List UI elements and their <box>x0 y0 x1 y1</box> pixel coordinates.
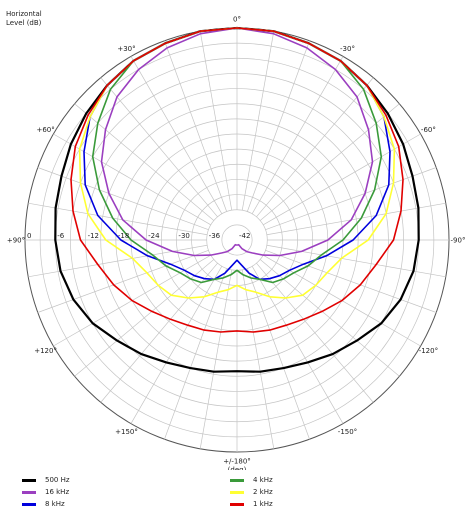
angle-label: -30° <box>340 45 355 53</box>
legend-label: 500 Hz <box>45 476 70 484</box>
grid-spoke <box>263 133 421 226</box>
radial-tick-label: -6 <box>57 232 65 240</box>
legend-item: 2 kHz <box>230 488 273 496</box>
radial-tick-label: -12 <box>88 232 99 240</box>
radial-tick-label: -24 <box>148 232 160 240</box>
grid-spoke <box>259 259 400 377</box>
grid-spoke <box>199 269 233 449</box>
grid-spoke <box>28 244 208 278</box>
grid-spoke <box>100 262 218 403</box>
angle-label: +/-180° <box>223 458 251 466</box>
grid-spoke <box>251 56 344 214</box>
angle-label: +90° <box>7 237 25 245</box>
grid-spoke <box>259 103 400 221</box>
grid-spoke <box>53 133 211 226</box>
grid-spoke <box>266 202 446 236</box>
series-line-4-khz <box>91 27 383 284</box>
grid-spoke <box>100 77 218 218</box>
series-line-500-hz <box>54 26 420 373</box>
grid-spoke <box>241 269 275 449</box>
legend-label: 16 kHz <box>45 488 70 496</box>
series-line-8-khz <box>83 27 391 281</box>
legend-swatch <box>22 478 36 482</box>
grid-spoke <box>74 259 215 377</box>
series-curves <box>54 26 420 373</box>
angle-label: -150° <box>338 428 357 436</box>
legend-label: 1 kHz <box>253 500 273 508</box>
grid-spoke <box>164 268 227 440</box>
polar-grid <box>24 27 450 453</box>
polar-chart: 0° -30° -60° -90° -120° -150° +/-180° +150° +120… <box>7 16 466 471</box>
y-axis-label-line-2: Level (dB) <box>6 19 42 27</box>
angle-label: +60° <box>36 126 54 134</box>
angle-label: -60° <box>421 126 436 134</box>
angle-label: 0° <box>233 16 241 24</box>
legend-swatch <box>230 490 244 494</box>
legend-item: 16 kHz <box>22 488 69 496</box>
angle-label: -90° <box>451 237 466 245</box>
legend-swatch <box>230 478 244 482</box>
grid-spoke <box>265 250 437 313</box>
legend-item: 500 Hz <box>22 476 70 484</box>
grid-spoke <box>74 103 215 221</box>
axis-labels: 0° -30° -60° -90° -120° -150° +/-180° +150° +120… <box>7 16 466 471</box>
angle-label: +150° <box>115 428 138 436</box>
radial-tick-label: 0 <box>27 232 31 240</box>
grid-spoke <box>251 266 344 424</box>
legend-label: 8 kHz <box>45 500 65 508</box>
grid-spoke <box>37 167 209 230</box>
grid-spoke <box>130 266 223 424</box>
grid-spoke <box>164 40 227 212</box>
legend-item: 8 kHz <box>22 500 65 508</box>
angle-label: -120° <box>419 347 438 355</box>
legend-item: 4 kHz <box>230 476 273 484</box>
grid-spoke <box>130 56 223 214</box>
radial-tick-label: -18 <box>118 232 129 240</box>
grid-spoke <box>256 77 374 218</box>
y-axis-label: Horizontal Level (dB) <box>6 10 42 28</box>
legend-swatch <box>22 490 36 494</box>
grid-spoke <box>28 202 208 236</box>
grid-spoke <box>247 40 310 212</box>
legend-label: 4 kHz <box>253 476 273 484</box>
radial-tick-label: -42 <box>239 232 250 240</box>
series-line-1-khz <box>70 27 404 333</box>
grid-spoke <box>199 31 233 211</box>
grid-spoke <box>265 167 437 230</box>
grid-spoke <box>266 244 446 278</box>
grid-ring <box>221 224 253 256</box>
radial-tick-label: -30 <box>178 232 189 240</box>
legend-label: 2 kHz <box>253 488 273 496</box>
series-line-16-khz <box>100 27 374 257</box>
legend-item: 1 kHz <box>230 500 273 508</box>
x-axis-label: (deg) <box>228 466 247 470</box>
y-axis-label-line-1: Horizontal <box>6 10 42 18</box>
grid-spoke <box>256 262 374 403</box>
grid-spoke <box>241 31 275 211</box>
angle-label: +120° <box>34 347 57 355</box>
series-line-2-khz <box>78 27 396 299</box>
angle-label: +30° <box>117 45 135 53</box>
grid-spoke <box>37 250 209 313</box>
legend-swatch <box>22 502 36 506</box>
legend-swatch <box>230 502 244 506</box>
grid-spoke <box>247 268 310 440</box>
radial-tick-label: -36 <box>209 232 221 240</box>
